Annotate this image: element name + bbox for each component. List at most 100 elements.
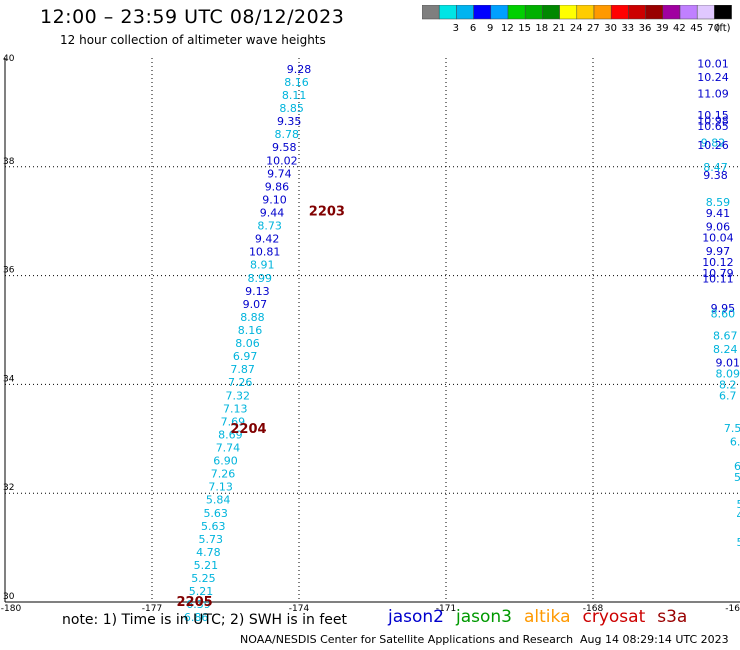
swh-value-label: 10.81 <box>249 246 281 259</box>
swh-value-label: 8.16 <box>284 76 309 89</box>
colorbar-label: 27 <box>587 23 600 34</box>
swh-value-label: 5.63 <box>201 520 226 533</box>
swh-value-label: 10.98 <box>697 115 729 128</box>
y-tick-label: 34 <box>3 374 15 384</box>
swh-value-label: 5 <box>734 471 740 484</box>
swh-value-label: 8.16 <box>238 324 263 337</box>
colorbar-label: 30 <box>604 23 617 34</box>
swh-value-label: 5.84 <box>206 494 231 507</box>
colorbar-label: 18 <box>535 23 548 34</box>
x-tick-label: -177 <box>142 604 162 614</box>
swh-value-label: 8.11 <box>282 89 307 102</box>
swh-value-label: 6.86 <box>184 611 209 624</box>
swh-value-label: 9.38 <box>703 169 728 182</box>
swh-value-label: 6 <box>734 460 740 473</box>
swh-value-label: 9.42 <box>255 233 280 246</box>
units-note: note: 1) Time is in UTC; 2) SWH is in fe… <box>62 612 348 628</box>
swh-value-label: 10.04 <box>702 232 734 245</box>
swh-value-label: 9.74 <box>267 167 292 180</box>
colorbar-label: 3 <box>453 23 459 34</box>
swh-value-label: 10.02 <box>266 154 298 167</box>
swh-value-label: 9.06 <box>706 221 731 234</box>
swh-value-label: 10.65 <box>697 120 729 133</box>
swh-value-label: 9.82 <box>701 136 726 149</box>
swh-value-label: 7.26 <box>211 468 236 481</box>
y-tick-label: 40 <box>3 54 15 64</box>
track-center: 9.288.168.118.859.358.789.5810.029.749.8… <box>184 63 311 624</box>
swh-value-label: 8.78 <box>275 128 300 141</box>
swh-value-label: 8.69 <box>218 428 243 441</box>
y-tick-label: 36 <box>3 266 15 276</box>
swh-value-label: 8.73 <box>257 220 282 233</box>
swh-value-label: 11.09 <box>697 87 729 100</box>
swh-value-label: 9.41 <box>706 207 731 220</box>
page-subtitle: 12 hour collection of altimeter wave hei… <box>60 33 326 47</box>
swh-value-label: 5.21 <box>189 585 214 598</box>
colorbar-label: (ft) <box>715 23 730 34</box>
swh-value-label: 10.11 <box>702 272 734 285</box>
swh-value-label: 10.26 <box>697 139 729 152</box>
colorbar-label: 42 <box>673 23 686 34</box>
swh-value-label: 9.97 <box>706 245 731 258</box>
swh-value-label: 6.90 <box>213 455 238 468</box>
swh-value-label: 7.13 <box>208 481 233 494</box>
x-tick-label: -174 <box>289 604 310 614</box>
swh-value-label: 10.01 <box>697 57 729 70</box>
colorbar-label: 45 <box>690 23 703 34</box>
swh-value-label: 7.87 <box>230 363 255 376</box>
swh-value-label: 8.59 <box>706 196 731 209</box>
swh-value-label: 4 <box>737 509 740 522</box>
colorbar-label: 6 <box>470 23 476 34</box>
swh-value-label: 7.69 <box>221 415 246 428</box>
swh-value-label: 7.5 <box>724 422 740 435</box>
colorbar-label: 36 <box>639 23 652 34</box>
swh-value-label: 5.73 <box>199 533 224 546</box>
swh-value-label: 6.97 <box>233 350 258 363</box>
swh-value-label: 8.09 <box>716 368 740 381</box>
swh-value-label: 9.13 <box>245 285 270 298</box>
swh-value-label: 5.63 <box>203 507 228 520</box>
swh-value-label: 10.79 <box>702 267 734 280</box>
colorbar-label: 39 <box>656 23 669 34</box>
colorbar-label: 33 <box>621 23 634 34</box>
swh-value-label: 10.15 <box>697 109 729 122</box>
swh-value-label: 7.32 <box>226 389 251 402</box>
swh-value-label: 7.26 <box>228 376 253 389</box>
swh-value-label: 8.67 <box>713 329 738 342</box>
swh-value-label: 5.25 <box>191 572 216 585</box>
swh-value-label: 9.86 <box>265 180 290 193</box>
swh-value-label: 9.44 <box>260 206 285 219</box>
x-tick-label: -171 <box>436 604 456 614</box>
swh-value-label: 8.85 <box>279 102 304 115</box>
time-label: 2205 <box>177 595 213 610</box>
footer-credit: NOAA/NESDIS Center for Satellite Applica… <box>240 633 574 646</box>
swh-value-label: 9.28 <box>287 63 312 76</box>
swh-value-label: 5.21 <box>194 559 219 572</box>
swh-value-label: 5 <box>737 498 740 511</box>
legend-item-s3a: s3a <box>657 607 688 627</box>
swh-colorbar: 3 6 9 12 15 18 21 24 27 30 33 36 39 42 45 70(ft) <box>422 5 732 34</box>
colorbar-label: 9 <box>487 23 493 34</box>
swh-value-label: 7.13 <box>223 402 248 415</box>
legend-item-jason2: jason2 <box>388 607 444 627</box>
y-tick-label: 30 <box>3 592 15 602</box>
y-tick-label: 38 <box>3 157 15 167</box>
x-tick-label: -16 <box>725 604 740 614</box>
swh-value-label: 9.07 <box>243 298 268 311</box>
legend-item-altika: altika <box>524 607 571 627</box>
legend-item-cryosat: cryosat <box>582 607 646 627</box>
colorbar-label: 21 <box>553 23 566 34</box>
swh-value-label: 9.01 <box>716 357 740 370</box>
swh-value-label: 8.47 <box>703 161 728 174</box>
colorbar-label: 24 <box>570 23 583 34</box>
swh-value-label: 5 <box>737 536 740 549</box>
x-tick-label: -180 <box>1 604 22 614</box>
swh-value-label: 8.88 <box>240 311 265 324</box>
swh-value-label: 6.39 <box>186 598 211 611</box>
colorbar-swatch <box>714 5 732 20</box>
swh-value-label: 9.10 <box>262 193 287 206</box>
swh-value-label: 4.78 <box>196 546 221 559</box>
swh-value-label: 9.35 <box>277 115 302 128</box>
